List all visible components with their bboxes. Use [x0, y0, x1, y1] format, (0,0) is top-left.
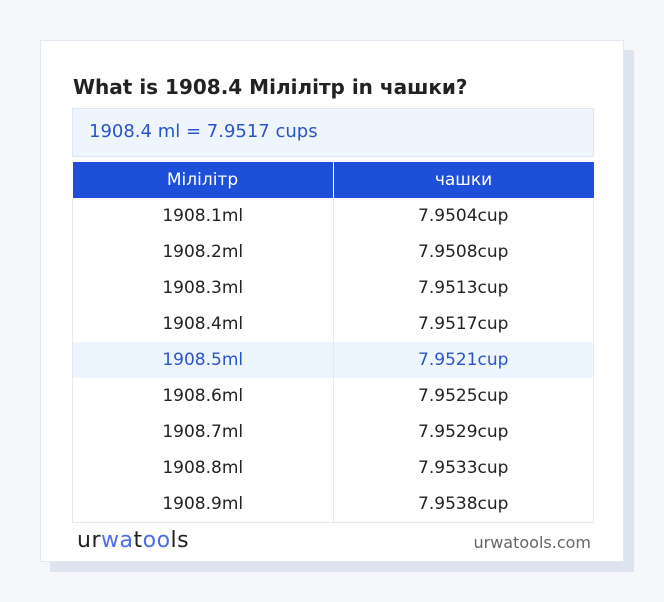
milliliter-cell: 1908.3ml [72, 270, 334, 306]
urwatools-logo[interactable]: urwatools [77, 528, 190, 553]
page-title: What is 1908.4 Мілілітр in чашки? [73, 75, 468, 99]
milliliter-cell: 1908.9ml [72, 486, 334, 523]
cups-cell: 7.9525cup [332, 378, 594, 414]
cups-cell: 7.9513cup [332, 270, 594, 306]
cups-cell: 7.9529cup [332, 414, 594, 450]
table-row: 1908.4ml 7.9517cup [72, 306, 594, 342]
table-row: 1908.7ml 7.9529cup [72, 414, 594, 450]
conversion-result: 1908.4 ml = 7.9517 cups [72, 108, 594, 157]
site-link[interactable]: urwatools.com [473, 533, 592, 552]
table-row: 1908.3ml 7.9513cup [72, 270, 594, 306]
cups-cell: 7.9538cup [332, 486, 594, 523]
table-row: 1908.8ml 7.9533cup [72, 450, 594, 486]
column-header-cups: чашки [332, 162, 594, 198]
milliliter-cell: 1908.1ml [72, 198, 334, 234]
table-row: 1908.5ml 7.9521cup [72, 342, 594, 378]
table-row: 1908.1ml 7.9504cup [72, 198, 594, 234]
table-row: 1908.2ml 7.9508cup [72, 234, 594, 270]
milliliter-cell: 1908.2ml [72, 234, 334, 270]
table-row: 1908.6ml 7.9525cup [72, 378, 594, 414]
milliliter-cell: 1908.8ml [72, 450, 334, 486]
converter-card: What is 1908.4 Мілілітр in чашки? 1908.4… [40, 40, 624, 562]
conversion-table: Мілілітр чашки 1908.1ml 7.9504cup 1908.2ml… [72, 162, 594, 523]
cups-cell: 7.9517cup [332, 306, 594, 342]
cups-cell: 7.9504cup [332, 198, 594, 234]
cups-cell: 7.9521cup [332, 342, 594, 378]
cups-cell: 7.9508cup [332, 234, 594, 270]
column-header-milliliter: Мілілітр [72, 162, 333, 198]
cups-cell: 7.9533cup [332, 450, 594, 486]
table-row: 1908.9ml 7.9538cup [72, 486, 594, 523]
milliliter-cell: 1908.6ml [72, 378, 334, 414]
milliliter-cell: 1908.4ml [72, 306, 334, 342]
milliliter-cell: 1908.7ml [72, 414, 334, 450]
milliliter-cell: 1908.5ml [72, 342, 334, 378]
